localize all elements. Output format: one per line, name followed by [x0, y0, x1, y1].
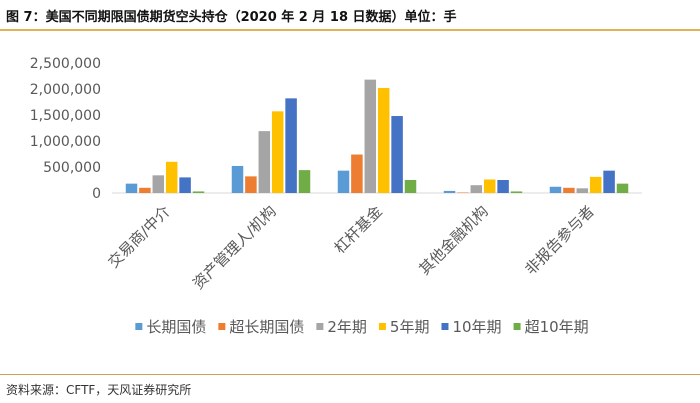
category-label: 资产管理人/机构: [189, 202, 280, 293]
legend-label: 超长期国债: [229, 318, 304, 336]
bar: [285, 98, 297, 193]
legend-label: 10年期: [452, 318, 501, 336]
bar: [589, 176, 602, 193]
title-rule: [0, 29, 700, 31]
legend-swatch: [218, 323, 226, 330]
bar: [549, 186, 562, 193]
bar: [510, 191, 523, 193]
bar: [470, 185, 483, 193]
y-tick-label: 1,500,000: [30, 108, 101, 124]
y-tick-label: 500,000: [43, 160, 101, 176]
y-tick-label: 0: [92, 186, 101, 202]
legend-swatch: [513, 323, 521, 330]
y-tick-label: 2,000,000: [30, 82, 101, 98]
bar: [192, 191, 205, 193]
bar: [165, 161, 178, 193]
bar: [603, 170, 615, 193]
bar: [351, 154, 363, 193]
bar: [152, 175, 165, 193]
legend-swatch: [316, 323, 324, 330]
bar: [364, 79, 377, 193]
bar: [576, 188, 589, 193]
legend-label: 2年期: [327, 318, 367, 336]
legend-swatch: [135, 323, 143, 330]
bar: [563, 187, 575, 193]
legend-label: 超10年期: [525, 318, 589, 336]
bar: [391, 116, 403, 193]
bar: [404, 180, 417, 193]
legend-swatch: [441, 323, 449, 330]
bar: [377, 87, 390, 193]
legend-label: 长期国债: [146, 318, 206, 336]
bar-chart: 0 500,000 1,000,000 1,500,000 2,000,000 2,500…: [30, 56, 642, 336]
category-label: 其他金融机构: [415, 202, 491, 278]
y-tick-label: 2,500,000: [30, 56, 101, 72]
bar: [271, 111, 284, 193]
bar: [298, 170, 311, 193]
category-label: 杠杆基金: [331, 202, 386, 257]
bar: [497, 180, 509, 193]
legend-swatch: [378, 323, 386, 330]
bar: [125, 183, 138, 193]
bar: [616, 183, 629, 193]
y-tick-label: 1,000,000: [30, 134, 101, 150]
bar: [457, 192, 469, 193]
legend-label: 5年期: [390, 318, 430, 336]
bar: [337, 170, 350, 193]
footer-rule: [0, 374, 700, 375]
bar: [443, 190, 456, 193]
source-note: 资料来源：CFTF，天风证券研究所: [6, 383, 192, 397]
figure-title: 图 7：美国不同期限国债期货空头持仓（2020 年 2 月 18 日数据）单位：…: [6, 10, 457, 25]
bar: [258, 131, 271, 193]
category-label: 非报告参与者: [521, 202, 597, 278]
category-label: 交易商/中介: [104, 202, 173, 271]
bar: [179, 177, 191, 193]
bar: [245, 176, 257, 193]
bar: [139, 187, 151, 193]
bar: [231, 165, 244, 193]
bar: [483, 179, 496, 193]
